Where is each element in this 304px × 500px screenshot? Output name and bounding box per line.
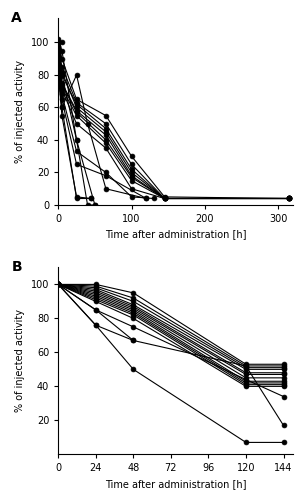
Y-axis label: % of injected activity: % of injected activity [15, 310, 25, 412]
X-axis label: Time after administration [h]: Time after administration [h] [105, 479, 246, 489]
Text: B: B [11, 260, 22, 274]
Y-axis label: % of injected activity: % of injected activity [15, 60, 25, 163]
X-axis label: Time after administration [h]: Time after administration [h] [105, 230, 246, 239]
Text: A: A [11, 10, 22, 24]
